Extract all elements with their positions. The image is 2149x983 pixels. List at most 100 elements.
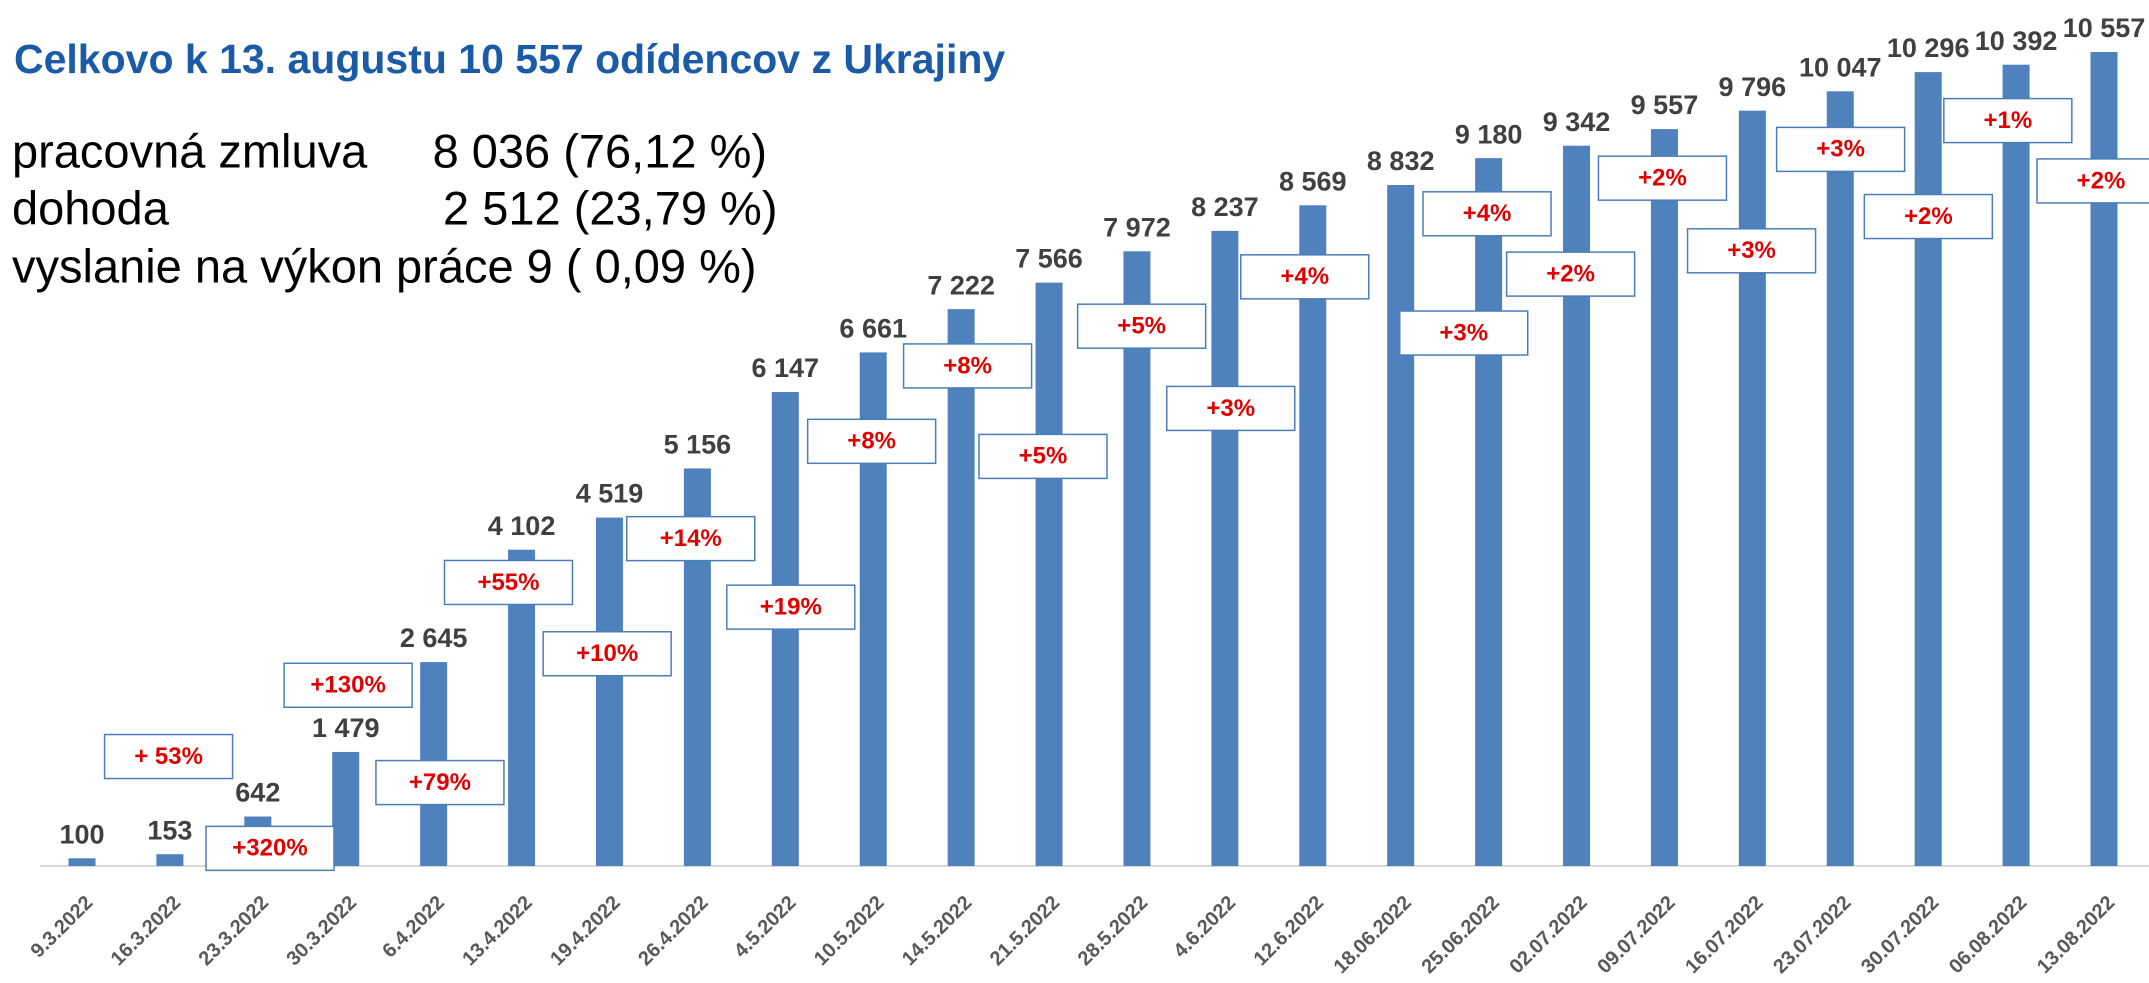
annotation: +2% [2077,167,2126,194]
bar [332,751,360,866]
value-label: 5 156 [664,430,732,460]
note: pracovná zmluva 8 036 (76,12 %) [12,124,767,177]
x-tick-label: 10.5.2022 [810,892,888,970]
bar [1299,205,1327,866]
value-label: 10 557 [2063,13,2146,43]
x-tick-label: 06.08.2022 [1945,892,2031,978]
annotation: +3% [1816,136,1865,163]
annotation: +3% [1206,395,1255,422]
annotation-box [1240,254,1370,300]
annotation-box [1165,385,1296,432]
annotation: +4% [1280,263,1329,290]
value-label: 7 222 [927,270,995,300]
value-label: 10 296 [1887,33,1970,63]
x-tick-label: 23.07.2022 [1769,892,1855,978]
annotation-box [1863,193,1994,240]
annotation: +5% [1019,443,1068,470]
note: vyslanie na výkon práce 9 ( 0,09 %) [12,239,757,292]
annotation-box [806,418,937,465]
x-tick-label: 26.4.2022 [634,892,712,970]
bar [947,309,975,866]
value-label: 10 047 [1799,52,1882,82]
x-tick-label: 16.07.2022 [1681,892,1767,978]
value-label: 153 [147,815,192,845]
annotation: +5% [1117,313,1166,340]
annotation: +19% [760,593,822,620]
annotation-box [726,584,856,630]
x-tick-label: 13.4.2022 [458,892,536,970]
value-label: 8 569 [1279,166,1347,196]
x-tick-label: 16.3.2022 [107,892,185,970]
annotation: + 53% [134,743,203,770]
annotation-box [902,343,1033,389]
annotation-box [205,825,335,872]
x-tick-label: 02.07.2022 [1505,892,1591,978]
bar [1211,230,1239,866]
annotation: +8% [847,428,896,455]
value-label: 9 796 [1719,72,1787,102]
value-label: 100 [59,819,104,849]
annotation-box [1686,228,1817,274]
annotation: +55% [477,569,539,596]
annotation-box [443,559,574,606]
annotation: +10% [576,640,638,667]
bar [1826,91,1854,866]
annotation-box [1505,251,1636,297]
annotation-box [1076,303,1207,349]
value-label: 4 519 [576,479,644,509]
annotation: +1% [1983,107,2032,134]
annotation-box [626,515,756,562]
value-label: 4 102 [488,511,556,541]
bar [1914,72,1942,867]
annotation-box [103,733,234,780]
x-tick-label: 23.3.2022 [195,892,273,970]
annotation: +8% [943,352,992,379]
bar [1035,282,1063,866]
annotation-box [375,759,505,806]
note: dohoda 2 512 (23,79 %) [12,181,778,234]
value-label: 2 645 [400,623,468,653]
x-tick-label: 14.5.2022 [898,892,976,970]
bar [68,858,96,866]
x-tick-label: 09.07.2022 [1593,892,1679,978]
annotation: +2% [1546,260,1595,287]
chart-title: Celkovo k 13. augustu 10 557 odídencov z… [14,36,1005,82]
annotation: +320% [232,835,307,862]
value-label: 1 479 [312,713,380,743]
annotation: +2% [1904,203,1953,230]
x-tick-label: 30.3.2022 [283,892,361,970]
annotation: +4% [1463,200,1512,227]
x-tick-label: 18.06.2022 [1330,892,1416,978]
value-label: 6 661 [839,314,907,344]
bar [1123,251,1151,867]
annotation-box [1398,310,1529,356]
annotation-box [1775,126,1906,173]
value-label: 9 342 [1543,107,1611,137]
value-label: 9 557 [1631,90,1699,120]
x-tick-label: 9.3.2022 [27,892,98,963]
annotation-box [2036,158,2149,204]
annotation: +3% [1439,319,1488,346]
annotation-box [283,662,413,709]
bar [1650,129,1678,867]
value-label: 642 [235,778,280,808]
bar [156,854,184,866]
bar [1738,110,1766,867]
annotation-box [1422,191,1552,237]
value-label: 7 566 [1015,244,1083,274]
value-label: 9 180 [1455,119,1523,149]
x-tick-label: 28.5.2022 [1074,892,1152,970]
value-label: 8 237 [1191,192,1259,222]
bar [595,517,623,866]
annotation: +130% [310,672,385,699]
annotation: +79% [409,769,471,796]
annotation: +14% [660,525,722,552]
x-tick-label: 25.06.2022 [1418,892,1504,978]
annotation-box [1943,97,2073,144]
value-label: 8 832 [1367,146,1435,176]
x-tick-label: 21.5.2022 [986,892,1064,970]
annotation: +3% [1727,237,1776,264]
value-label: 6 147 [752,353,820,383]
annotation-box [978,433,1108,480]
